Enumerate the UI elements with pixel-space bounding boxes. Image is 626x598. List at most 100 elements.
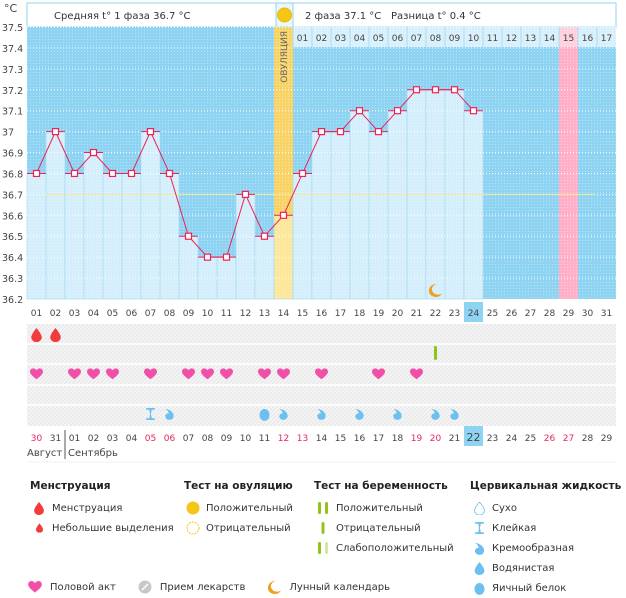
phase2-box bbox=[292, 2, 617, 28]
cycle-day-label: 30 bbox=[582, 309, 594, 319]
cycle-day-label: 31 bbox=[601, 309, 612, 319]
temperature-point bbox=[70, 169, 79, 178]
sun-positive-icon bbox=[184, 501, 202, 515]
cycle-day-label: 25 bbox=[487, 309, 498, 319]
legend-cervical-fluid: Цервикальная жидкость Сухо Клейкая Кремо… bbox=[470, 480, 621, 598]
drop-icon bbox=[30, 502, 48, 515]
cycle-day-label: 29 bbox=[563, 309, 575, 319]
calendar-day-label: 27 bbox=[563, 434, 574, 444]
y-tick-label: 36.3 bbox=[2, 274, 23, 285]
pregnancy-test-negative-icon bbox=[434, 346, 437, 360]
legend-item: Половой акт bbox=[28, 581, 116, 593]
legend-item: Яичный белок bbox=[470, 578, 621, 598]
cycle-day-label: 14 bbox=[278, 309, 290, 319]
y-tick-label: 36.9 bbox=[2, 149, 23, 160]
temperature-point bbox=[146, 128, 155, 136]
temperature-point bbox=[127, 169, 136, 178]
y-tick-label: 36.4 bbox=[2, 253, 23, 264]
calendar-day-label: 26 bbox=[544, 434, 556, 444]
calendar-day-label: 31 bbox=[50, 434, 61, 444]
cycle-day-label: 28 bbox=[544, 309, 556, 319]
calendar-day-label: 13 bbox=[297, 434, 308, 444]
bbt-chart: °C Средняя t° 1 фаза 36.7 °C 2 фаза 37.1… bbox=[2, 2, 617, 463]
cycle-day-label: 12 bbox=[240, 309, 251, 319]
calendar-day-label: 06 bbox=[164, 434, 176, 444]
calendar-day-label: 21 bbox=[449, 434, 460, 444]
calendar-day-label: 30 bbox=[31, 434, 43, 444]
cycle-day-label: 17 bbox=[335, 309, 346, 319]
calendar-day-label: 14 bbox=[316, 434, 328, 444]
temperature-point bbox=[241, 190, 250, 198]
calendar-day-label: 19 bbox=[411, 434, 423, 444]
y-tick-label: 36.8 bbox=[2, 169, 23, 180]
cycle-day-label: 21 bbox=[411, 309, 422, 319]
legend-pregnancy-test: Тест на беременность Положительный Отриц… bbox=[314, 480, 454, 558]
y-tick-label: 37.5 bbox=[2, 23, 23, 34]
y-tick-label: 36.7 bbox=[2, 190, 23, 201]
cycle-day-label: 11 bbox=[221, 309, 232, 319]
legend-item: Положительный bbox=[314, 498, 454, 518]
phase2-day-label: 11 bbox=[487, 34, 498, 44]
cycle-day-label: 18 bbox=[354, 309, 366, 319]
egg-white-fluid-icon bbox=[259, 409, 270, 421]
temperature-point bbox=[317, 128, 326, 136]
cycle-day-label: 19 bbox=[373, 309, 385, 319]
phase2-day-label: 14 bbox=[544, 34, 556, 44]
sun-negative-icon bbox=[184, 521, 202, 535]
legend-title: Цервикальная жидкость bbox=[470, 480, 622, 492]
sticky-icon bbox=[470, 522, 488, 534]
dot-texture bbox=[27, 27, 616, 299]
calendar-day-label: 10 bbox=[240, 434, 252, 444]
month-label: Август bbox=[27, 448, 62, 459]
cycle-day-label: 16 bbox=[316, 309, 328, 319]
legend-title: Тест на овуляцию bbox=[184, 480, 293, 492]
calendar-day-label: 15 bbox=[335, 434, 346, 444]
temperature-point bbox=[355, 107, 364, 115]
y-tick-label: 37 bbox=[2, 128, 14, 139]
test-faint-icon bbox=[314, 541, 332, 555]
small-drop-icon bbox=[30, 523, 48, 533]
phase2-day-label: 15 bbox=[563, 34, 574, 44]
phase2-day-label: 10 bbox=[468, 34, 480, 44]
phase2-day-label: 02 bbox=[316, 34, 327, 44]
phase2-day-label: 07 bbox=[411, 34, 422, 44]
cycle-day-label: 02 bbox=[50, 309, 61, 319]
calendar-day-label: 08 bbox=[202, 434, 214, 444]
phase1-average: Средняя t° 1 фаза 36.7 °C bbox=[54, 11, 191, 22]
month-label: Сентябрь bbox=[68, 448, 118, 459]
pill-icon bbox=[138, 580, 152, 594]
today-calendar-highlight bbox=[464, 426, 483, 446]
cycle-day-label: 26 bbox=[506, 309, 518, 319]
calendar-day-label: 02 bbox=[88, 434, 99, 444]
calendar-day-label: 12 bbox=[278, 434, 289, 444]
legend-item: Отрицательный bbox=[314, 518, 454, 538]
y-tick-label: 36.6 bbox=[2, 211, 23, 222]
phase2-day-label: 03 bbox=[335, 34, 346, 44]
ovulation-label: ОВУЛЯЦИЯ bbox=[280, 31, 290, 83]
egg-white-icon bbox=[470, 582, 488, 595]
cycle-day-label: 04 bbox=[88, 309, 100, 319]
phase2-day-label: 17 bbox=[601, 34, 612, 44]
temperature-point bbox=[431, 86, 440, 94]
phase2-average: 2 фаза 37.1 °C bbox=[305, 11, 381, 22]
temperature-difference: Разница t° 0.4 °C bbox=[391, 11, 481, 22]
legend-item: Прием лекарств bbox=[138, 580, 245, 594]
cycle-day-label: 01 bbox=[31, 309, 42, 319]
temperature-point bbox=[165, 169, 174, 178]
temperature-point bbox=[203, 253, 212, 261]
legend-item: Кремообразная bbox=[470, 538, 621, 558]
y-tick-label: 37.3 bbox=[2, 65, 23, 76]
temperature-point bbox=[336, 128, 345, 136]
dry-icon bbox=[470, 502, 488, 515]
legend-item: Небольшие выделения bbox=[30, 518, 174, 538]
cycle-day-label: 07 bbox=[145, 309, 156, 319]
legend-title: Тест на беременность bbox=[314, 480, 448, 492]
calendar-day-label: 20 bbox=[430, 434, 442, 444]
watery-icon bbox=[470, 562, 488, 575]
phase2-day-label: 01 bbox=[297, 34, 308, 44]
ovulation-sun-icon bbox=[277, 7, 292, 23]
temperature-point bbox=[260, 232, 269, 240]
cycle-day-label: 10 bbox=[202, 309, 214, 319]
legend-ovulation-test: Тест на овуляцию Положительный Отрицател… bbox=[184, 480, 293, 538]
temperature-point bbox=[393, 107, 402, 115]
